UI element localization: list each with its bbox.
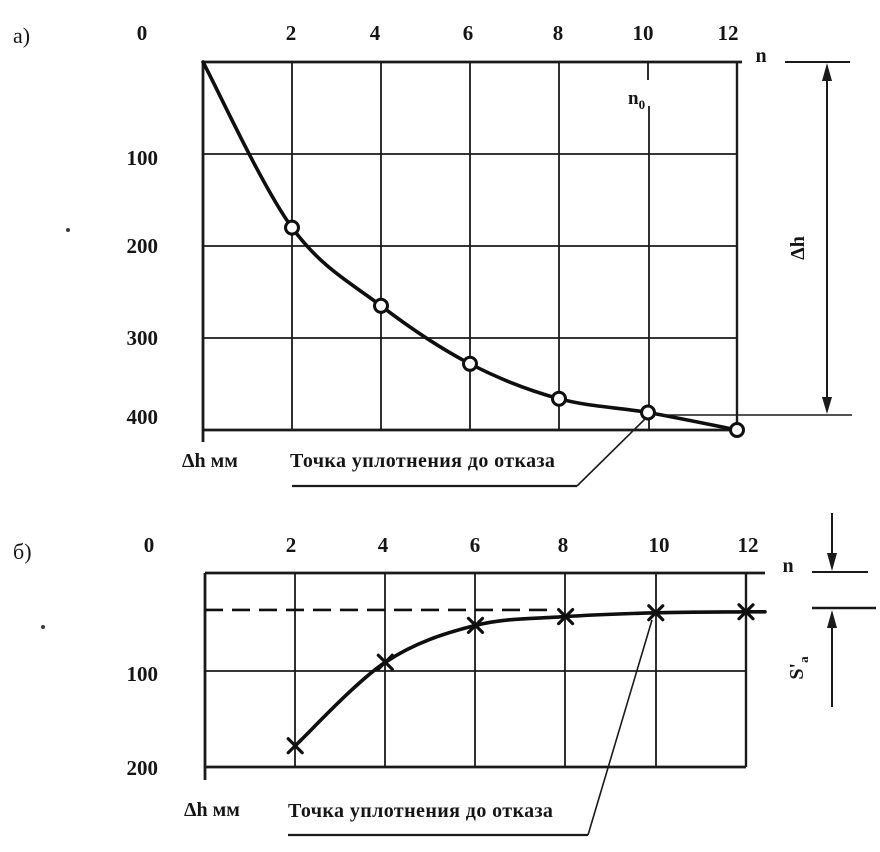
s-dimension-label: S'a bbox=[786, 656, 811, 680]
data-point-x bbox=[557, 608, 575, 626]
compaction-curve-b bbox=[293, 610, 767, 748]
panel-a-y-ticks: 100 200 300 400 bbox=[127, 146, 159, 429]
scan-speck bbox=[41, 625, 45, 629]
y-tick: 400 bbox=[127, 405, 159, 429]
annotation-text: Точка уплотнения до отказа bbox=[290, 450, 555, 472]
x-tick: 12 bbox=[738, 533, 759, 557]
dh-dimension-label-main: Δh bbox=[787, 236, 809, 260]
data-point-x bbox=[376, 653, 394, 671]
x-tick: 10 bbox=[649, 533, 670, 557]
x-tick: 2 bbox=[286, 21, 297, 45]
s-dimension-label-sub: a bbox=[796, 656, 811, 663]
panel-b: б) 0 2 4 6 8 10 12 n bbox=[13, 513, 876, 837]
x-tick: 6 bbox=[463, 21, 474, 45]
data-point-circle bbox=[284, 219, 300, 236]
x-axis-label: n bbox=[782, 555, 793, 577]
dh-dimension: Δh bbox=[785, 61, 850, 414]
data-point-x bbox=[647, 604, 665, 622]
data-points-b bbox=[286, 603, 755, 755]
panel-a-annotation: Точка уплотнения до отказа bbox=[290, 417, 647, 488]
x-tick: 6 bbox=[470, 533, 481, 557]
annotation-text: Точка уплотнения до отказа bbox=[288, 800, 553, 822]
dh-dimension-label: Δh bbox=[787, 236, 809, 260]
x-tick: 8 bbox=[558, 533, 569, 557]
panel-b-grid bbox=[205, 573, 746, 767]
n0-label-main: n bbox=[628, 88, 639, 109]
x-tick: 12 bbox=[718, 21, 739, 45]
arrowhead-down-icon bbox=[827, 553, 837, 571]
data-point-x bbox=[286, 737, 304, 755]
panel-a-x-ticks: 0 2 4 6 8 10 12 bbox=[137, 21, 739, 45]
y-tick: 200 bbox=[127, 234, 159, 258]
annotation-pointer-line bbox=[587, 619, 653, 836]
s-dimension-label-main: S' bbox=[786, 663, 808, 680]
s-dimension: S'a bbox=[786, 513, 876, 707]
annotation-pointer-line bbox=[576, 417, 647, 487]
x-tick: 4 bbox=[378, 533, 389, 557]
panel-a: а) 0 2 4 6 8 10 12 bbox=[13, 21, 852, 488]
y-tick: 300 bbox=[127, 326, 159, 350]
data-points-a bbox=[284, 219, 745, 438]
y-tick: 100 bbox=[127, 662, 159, 686]
panel-b-y-ticks: 100 200 bbox=[127, 662, 159, 780]
y-tick: 200 bbox=[127, 756, 159, 780]
panel-b-axes bbox=[203, 571, 765, 780]
n0-label-sub: 0 bbox=[639, 97, 646, 112]
x-tick: 0 bbox=[137, 21, 148, 45]
x-tick: 4 bbox=[370, 21, 381, 45]
panel-b-x-ticks: 0 2 4 6 8 10 12 bbox=[144, 533, 759, 557]
panel-b-annotation: Точка уплотнения до отказа bbox=[288, 619, 653, 837]
data-point-circle bbox=[462, 355, 478, 372]
data-point-x bbox=[466, 616, 485, 634]
x-tick: 8 bbox=[553, 21, 564, 45]
x-tick: 0 bbox=[144, 533, 155, 557]
panel-b-label: б) bbox=[13, 539, 32, 564]
panel-a-axes bbox=[201, 60, 742, 442]
panel-a-label: а) bbox=[13, 23, 30, 48]
data-point-x bbox=[737, 603, 755, 621]
n0-label: n0 bbox=[628, 88, 645, 112]
panel-a-grid bbox=[203, 62, 737, 430]
y-axis-label: Δh мм bbox=[184, 799, 240, 821]
data-point-circle bbox=[373, 297, 389, 314]
data-point-circle bbox=[551, 390, 567, 407]
y-axis-label: Δh мм bbox=[182, 450, 238, 472]
scan-speck bbox=[66, 228, 70, 232]
arrowhead-down-icon bbox=[822, 397, 832, 414]
y-tick: 100 bbox=[127, 146, 159, 170]
data-point-circle bbox=[640, 404, 656, 421]
x-tick: 10 bbox=[633, 21, 654, 45]
data-point-circle bbox=[729, 422, 745, 438]
x-axis-label: n bbox=[755, 45, 766, 67]
arrowhead-up-icon bbox=[822, 63, 832, 81]
x-tick: 2 bbox=[286, 533, 297, 557]
